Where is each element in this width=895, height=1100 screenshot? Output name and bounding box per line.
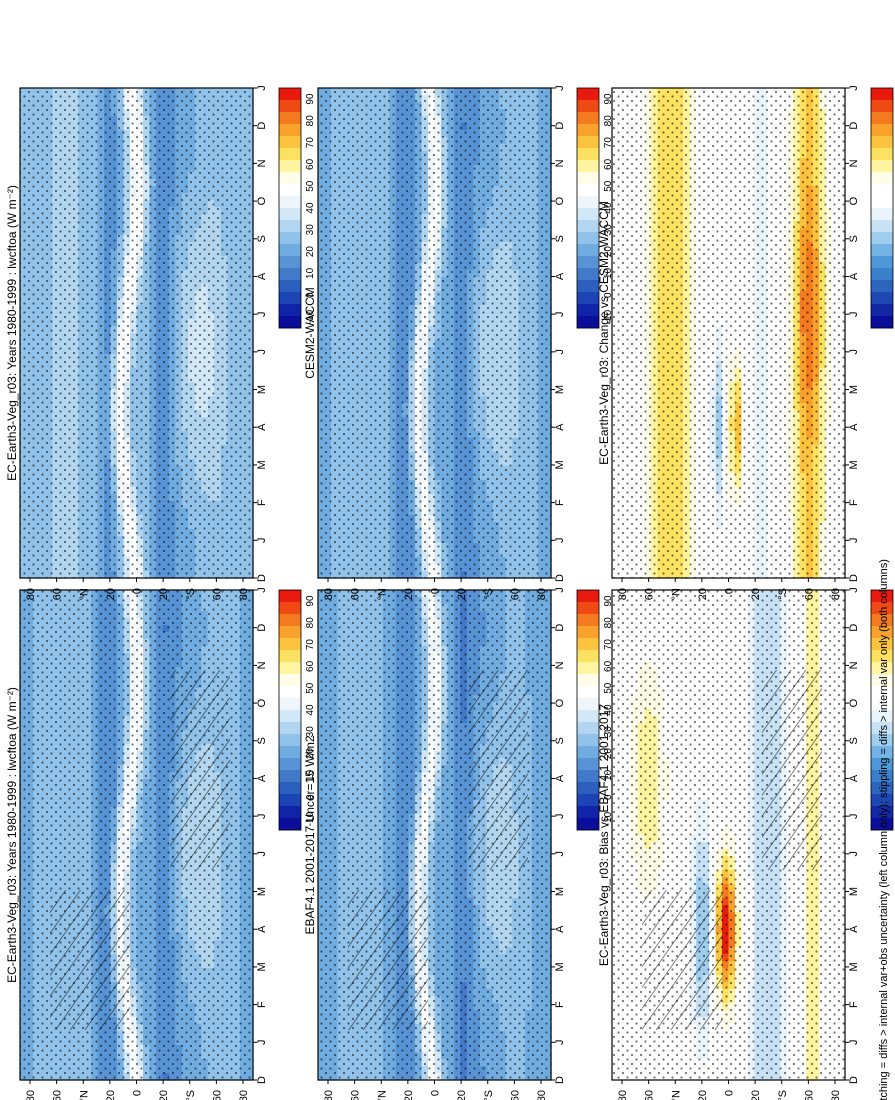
colorbar-label: 60 (305, 660, 316, 672)
colorbar-swatch (279, 758, 301, 771)
colorbar-swatch (279, 806, 301, 819)
colorbar-frame (278, 589, 302, 831)
month-tick-label: J (256, 851, 268, 857)
lat-tick-label: 20 (105, 1090, 117, 1100)
lat-tick-label: 80 (25, 1090, 37, 1100)
colorbar-label: 30 (305, 726, 316, 738)
month-tick-label: N (256, 661, 268, 669)
colorbar-label: 80 (305, 617, 316, 629)
colorbar-swatch (279, 650, 301, 663)
colorbar-swatch (279, 782, 301, 795)
month-tick-label: J (256, 1040, 268, 1046)
colorbar-swatch (279, 590, 301, 603)
lat-tick-label: °S (185, 1090, 197, 1100)
lat-tick-label: 80 (238, 1090, 250, 1100)
month-tick-label: O (256, 698, 268, 707)
colorbar-swatch (279, 746, 301, 759)
colorbar-swatch (279, 674, 301, 687)
month-tick-label: M (256, 887, 268, 896)
colorbar-swatch (279, 770, 301, 783)
colorbar-label: 0 (305, 794, 316, 800)
hatching-region (170, 670, 230, 870)
month-tick-label: A (256, 925, 268, 933)
panel-title: EC-Earth3-Veg_r03: Years 1980-1999 : lwc… (5, 687, 19, 983)
colorbar-swatch (279, 626, 301, 639)
lat-tick-label: 60 (211, 1090, 223, 1100)
colorbar-label: 10 (305, 769, 316, 781)
colorbar-swatch (279, 794, 301, 807)
colorbar-swatch (279, 614, 301, 627)
month-tick-label: F (256, 1001, 268, 1008)
colorbar-swatch (279, 638, 301, 651)
colorbar-label: 40 (305, 704, 316, 716)
chart-panel-1: 80 60 °N 20 0 20 °S 60 80 D J F M A M J J A S O N D J EC-Earth3… (5, 587, 316, 1100)
month-tick-label: A (256, 774, 268, 782)
colorbar-swatch (279, 734, 301, 747)
colorbar-swatch (279, 662, 301, 675)
hatching-region (50, 890, 130, 1030)
lat-tick-label: °N (78, 1090, 90, 1100)
colorbar-swatch (279, 710, 301, 723)
month-tick-label: D (256, 624, 268, 632)
colorbar-label: -10 (305, 811, 316, 826)
colorbar-label: 50 (305, 682, 316, 694)
colorbar-swatch (279, 722, 301, 735)
colorbar-label: 70 (305, 639, 316, 651)
lat-tick-label: 20 (158, 1090, 170, 1100)
month-tick-label: M (256, 962, 268, 971)
colorbar-label: 20 (305, 748, 316, 760)
month-tick-label: J (256, 813, 268, 819)
colorbar-swatch (279, 698, 301, 711)
colorbar-label: 90 (305, 595, 316, 607)
lat-tick-label: 60 (52, 1090, 64, 1100)
lat-tick-label: 0 (132, 1090, 144, 1096)
month-tick-label: J (256, 587, 268, 593)
colorbar-swatch (279, 602, 301, 615)
month-tick-label: S (256, 737, 268, 744)
colorbar-swatch (279, 818, 301, 831)
colorbar: 90 80 70 60 50 40 30 20 10 0 -10 (278, 589, 316, 831)
colorbar-swatch (279, 686, 301, 699)
month-tick-label: D (256, 1076, 268, 1084)
chart-panel-2: 80 60 °N 20 0 20 °S 60 80DJFMAMJJASONDJEC-Earth3… (5, 85, 316, 600)
